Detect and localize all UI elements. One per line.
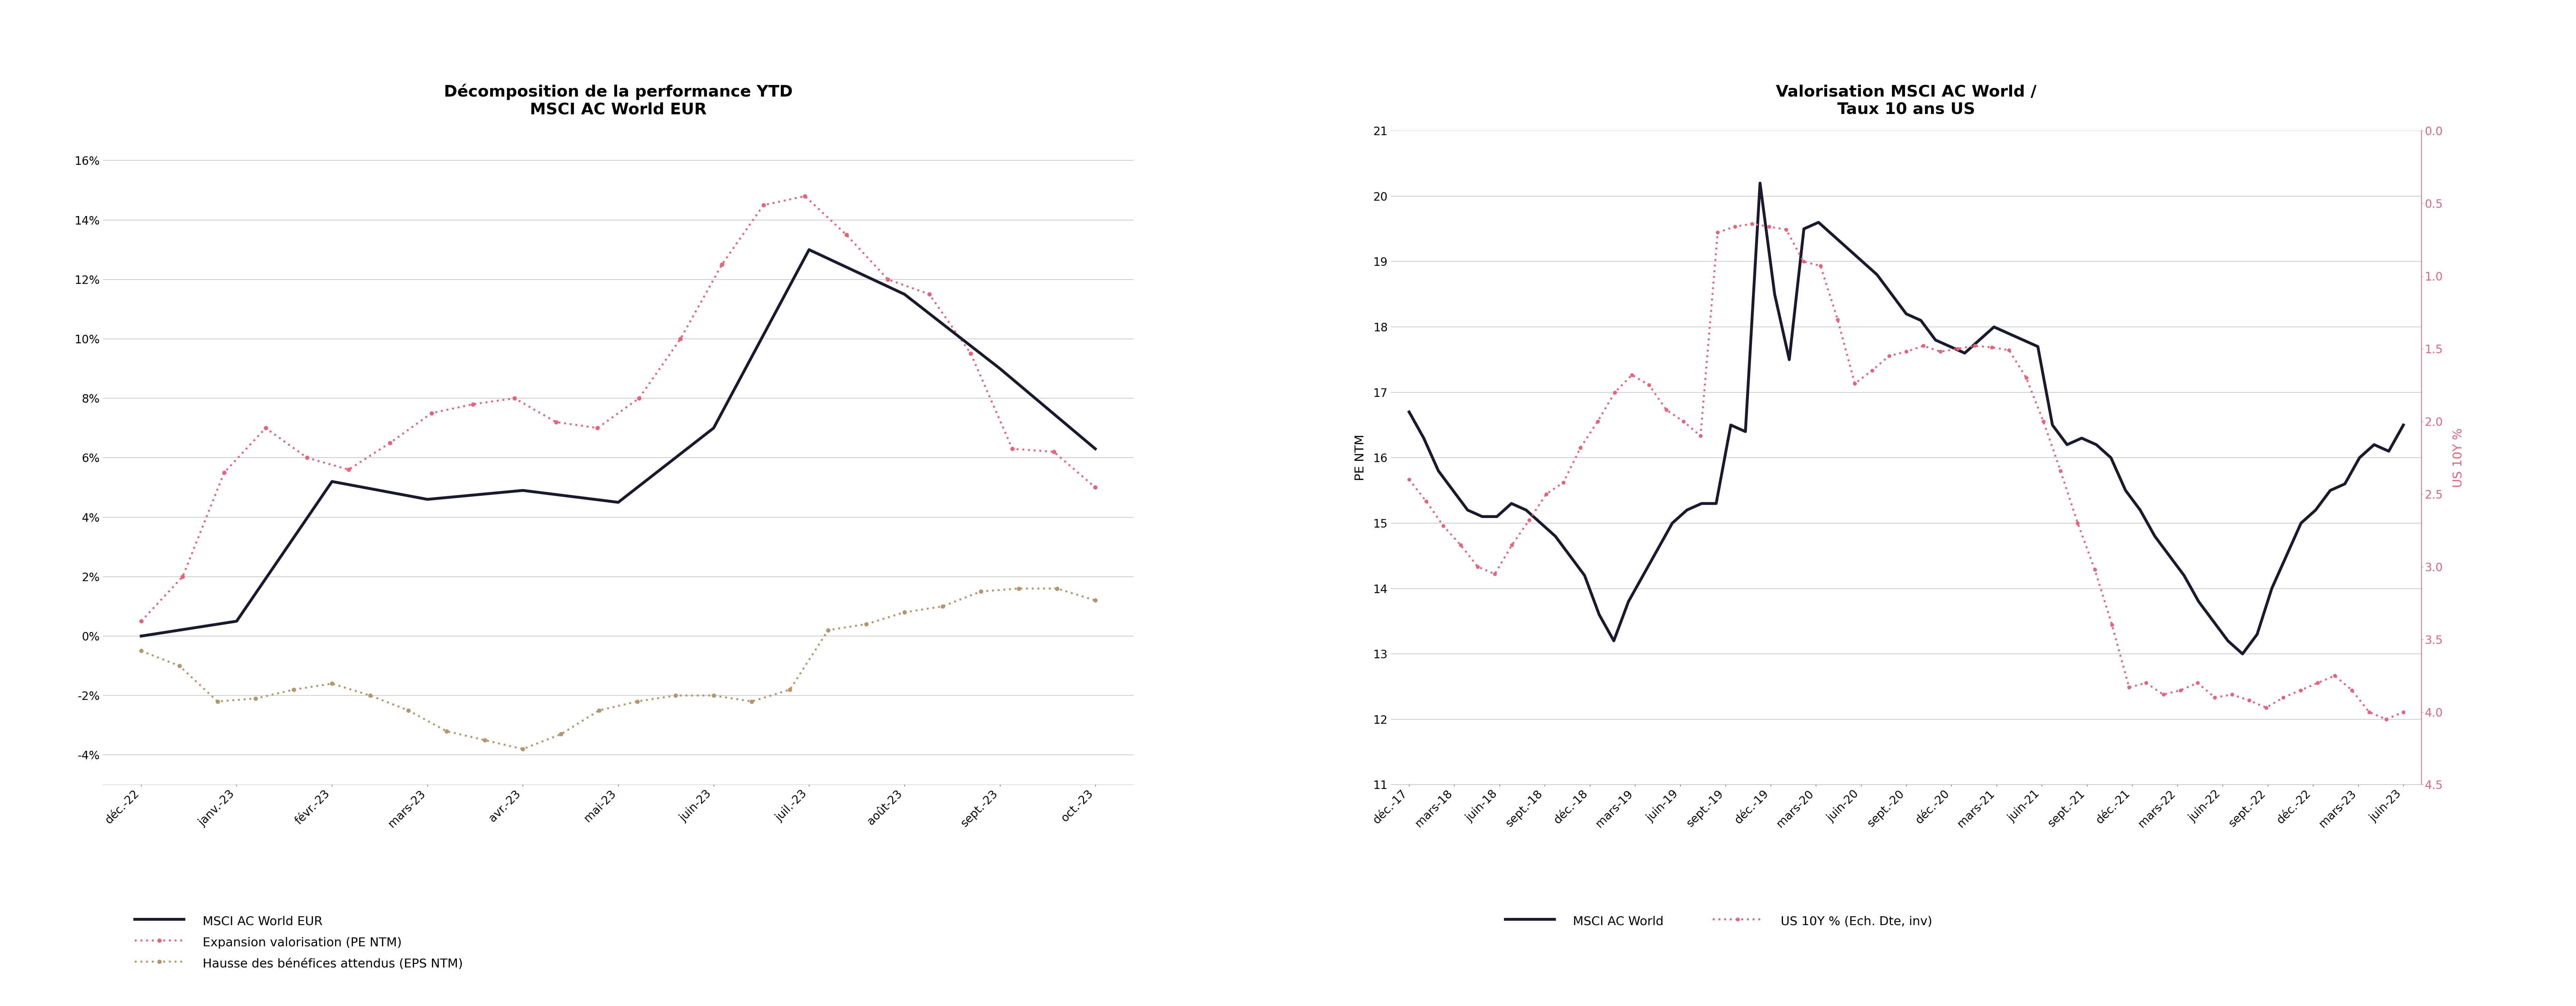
Legend: MSCI AC World EUR, Expansion valorisation (PE NTM), Hausse des bénéfices attendu: MSCI AC World EUR, Expansion valorisatio… [129,908,469,976]
Y-axis label: US 10Y %: US 10Y % [2452,428,2465,488]
Title: Valorisation MSCI AC World /
Taux 10 ans US: Valorisation MSCI AC World / Taux 10 ans… [1775,85,2038,118]
Title: Décomposition de la performance YTD
MSCI AC World EUR: Décomposition de la performance YTD MSCI… [443,83,793,118]
Legend: MSCI AC World, US 10Y % (Ech. Dte, inv): MSCI AC World, US 10Y % (Ech. Dte, inv) [1499,908,1937,934]
Y-axis label: PE NTM: PE NTM [1355,435,1365,481]
